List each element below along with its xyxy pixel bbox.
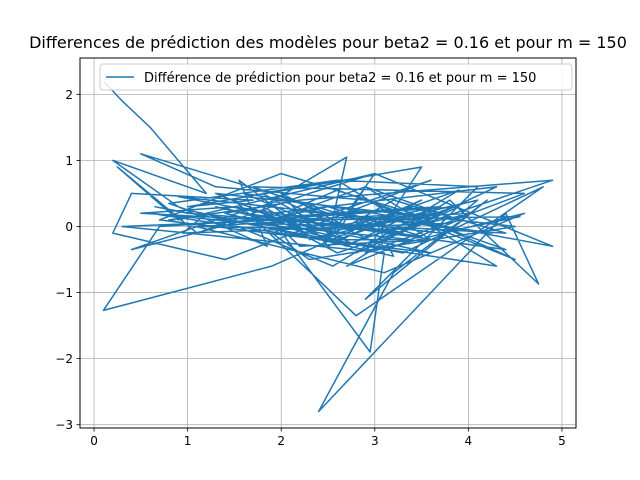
y-tick-label: −1 bbox=[55, 286, 73, 300]
x-tick-label: 2 bbox=[277, 434, 285, 448]
y-tick-label: −2 bbox=[55, 352, 73, 366]
plot-series bbox=[102, 80, 554, 413]
series-line bbox=[102, 80, 554, 413]
x-tick-label: 3 bbox=[371, 434, 379, 448]
legend-box bbox=[99, 63, 573, 91]
x-axis: 0 1 2 3 4 5 bbox=[90, 428, 566, 448]
x-tick-label: 0 bbox=[90, 434, 98, 448]
x-tick-label: 5 bbox=[558, 434, 566, 448]
x-tick-label: 4 bbox=[465, 434, 473, 448]
y-axis: −3 −2 −1 0 1 2 bbox=[55, 88, 80, 432]
y-tick-label: −3 bbox=[55, 418, 73, 432]
chart-title: Differences de prédiction des modèles po… bbox=[29, 33, 627, 52]
legend: Différence de prédiction pour beta2 = 0.… bbox=[99, 63, 573, 91]
y-tick-label: 0 bbox=[65, 220, 73, 234]
legend-label: Différence de prédiction pour beta2 = 0.… bbox=[144, 71, 536, 86]
y-tick-label: 2 bbox=[65, 88, 73, 102]
axes-frame bbox=[79, 57, 577, 429]
x-tick-label: 1 bbox=[184, 434, 192, 448]
y-tick-label: 1 bbox=[65, 154, 73, 168]
